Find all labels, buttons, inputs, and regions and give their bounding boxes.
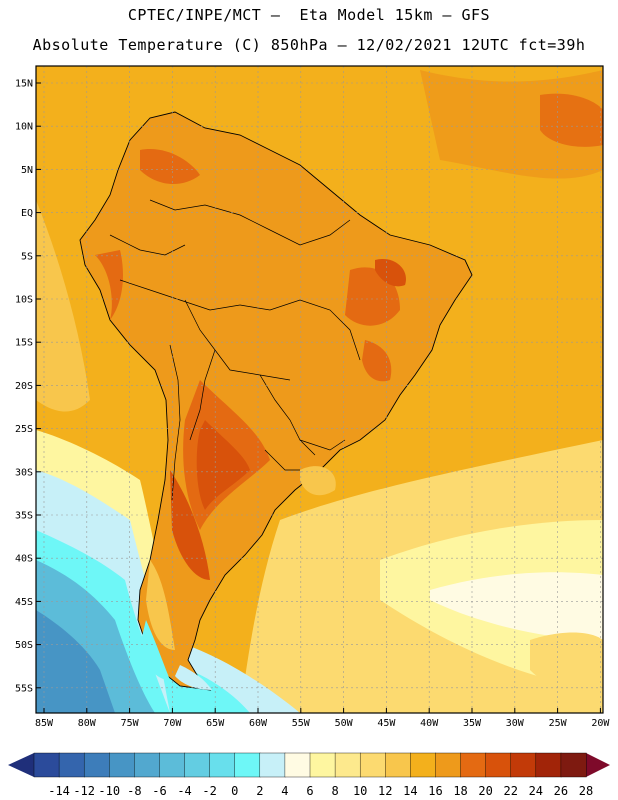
- hotter-land-argentina: [170, 470, 210, 580]
- tierra-del-fuego-land: [175, 665, 212, 690]
- colorbar-swatch: [560, 752, 587, 778]
- hot-land-bahia: [362, 340, 392, 382]
- lon-tick-label: 80W: [78, 718, 97, 729]
- lon-tick-label: 35W: [463, 718, 482, 729]
- lon-tick-label: 50W: [335, 718, 354, 729]
- colorbar-label: 0: [231, 784, 238, 798]
- colorbar-label: 14: [403, 784, 417, 798]
- lon-tick-label: 25W: [549, 718, 568, 729]
- colorbar-swatch: [510, 752, 537, 778]
- lon-tick-label: 30W: [506, 718, 525, 729]
- south-atlantic-patch: [530, 632, 603, 700]
- colorbar-label: -8: [127, 784, 141, 798]
- colorbar-label: -2: [202, 784, 216, 798]
- pacific-mid-region: [36, 200, 90, 412]
- colorbar-label: 12: [378, 784, 392, 798]
- colorbar-label: -4: [177, 784, 191, 798]
- colorbar-swatch: [33, 752, 60, 778]
- colorbar-label: -14: [48, 784, 70, 798]
- lat-tick-label: 5N: [21, 165, 33, 176]
- colorbar-label: 8: [331, 784, 338, 798]
- lat-tick-label: 30S: [15, 467, 33, 478]
- colorbar-swatch: [58, 752, 85, 778]
- lat-tick-label: 10S: [15, 295, 33, 306]
- colorbar-swatch: [435, 752, 462, 778]
- colorbar-swatch: [259, 752, 286, 778]
- hot-land-venezuela: [140, 149, 200, 185]
- patagonia-cold-land: [140, 620, 170, 680]
- colorbar-swatch: [535, 752, 562, 778]
- lat-tick-label: 15N: [15, 79, 33, 90]
- colorbar: -14 -12 -10 -8 -6 -4 -2 0 2 4 6 8 10 12 14 16 18 20 22 24 26…: [8, 752, 610, 798]
- colorbar-swatch: [284, 752, 311, 778]
- colorbar-swatch: [184, 752, 211, 778]
- lon-tick-label: 20W: [591, 718, 610, 729]
- lon-tick-label: 60W: [249, 718, 268, 729]
- colorbar-label: 22: [504, 784, 518, 798]
- colorbar-label: 16: [428, 784, 442, 798]
- uruguay-cooler-land: [300, 466, 336, 496]
- colorbar-swatch: [109, 752, 135, 778]
- map-frame: [35, 65, 604, 714]
- pacific-coldest-region: [36, 610, 115, 713]
- colorbar-label: 28: [579, 784, 593, 798]
- colorbar-swatch: [209, 752, 236, 778]
- colorbar-swatch: [234, 752, 261, 778]
- colorbar-label: 24: [529, 784, 543, 798]
- colorbar-swatch: [385, 752, 411, 778]
- patagonia-cooler-land: [146, 560, 175, 650]
- colorbar-swatch: [83, 752, 110, 778]
- lat-tick-label: 45S: [15, 597, 33, 608]
- lat-tick-label: 20S: [15, 381, 33, 392]
- colorbar-swatch: [309, 752, 336, 778]
- lat-tick-label: 25S: [15, 424, 33, 435]
- lon-tick-label: 75W: [121, 718, 140, 729]
- lat-tick-label: 10N: [15, 122, 33, 133]
- lon-tick-label: 40W: [420, 718, 439, 729]
- hotter-land-northeast: [375, 259, 406, 287]
- lat-tick-label: 50S: [15, 640, 33, 651]
- hotter-land-chaco: [196, 420, 250, 510]
- lon-tick-label: 55W: [292, 718, 311, 729]
- hot-land-peru: [95, 250, 123, 320]
- lon-tick-label: 85W: [35, 718, 54, 729]
- colorbar-label: 6: [306, 784, 313, 798]
- colorbar-swatch: [334, 752, 361, 778]
- colorbar-label: 20: [478, 784, 492, 798]
- lat-tick-label: 35S: [15, 511, 33, 522]
- colorbar-arrow-right: [586, 753, 610, 777]
- lon-tick-label: 70W: [163, 718, 182, 729]
- colorbar-swatch: [359, 752, 386, 778]
- colorbar-swatch: [410, 752, 437, 778]
- colorbar-swatch: [460, 752, 487, 778]
- colorbar-label: -10: [98, 784, 120, 798]
- lat-tick-label: EQ: [21, 208, 33, 219]
- colorbar-label: 2: [256, 784, 263, 798]
- colorbar-label: -6: [152, 784, 166, 798]
- lon-tick-label: 65W: [206, 718, 225, 729]
- lat-tick-label: 40S: [15, 554, 33, 565]
- country-borders: [109, 199, 361, 501]
- map-title-line1: CPTEC/INPE/MCT – Eta Model 15km – GFS: [127, 6, 491, 24]
- colorbar-label: 26: [554, 784, 568, 798]
- lat-tick-label: 15S: [15, 338, 33, 349]
- lon-tick-label: 45W: [377, 718, 396, 729]
- colorbar-label: 4: [281, 784, 288, 798]
- colorbar-label: 18: [453, 784, 467, 798]
- colorbar-label: -12: [73, 784, 95, 798]
- hot-ocean-spot: [540, 93, 603, 147]
- colorbar-swatch: [159, 752, 186, 778]
- map-title-line2: Absolute Temperature (C) 850hPa – 12/02/…: [32, 36, 586, 54]
- colorbar-arrow-left: [8, 753, 34, 777]
- axis-ticks: 15N 10N 5N EQ 5S 10S 15S 20S 25S 30S 35S 40S 45S 50S 5…: [15, 79, 610, 730]
- lat-tick-label: 55S: [15, 683, 33, 694]
- lat-tick-label: 5S: [21, 251, 33, 262]
- south-atlantic-coolest-region: [430, 572, 603, 640]
- colorbar-label: 10: [353, 784, 367, 798]
- colorbar-swatch: [485, 752, 512, 778]
- colorbar-swatch: [134, 752, 161, 778]
- map-field: [36, 66, 603, 713]
